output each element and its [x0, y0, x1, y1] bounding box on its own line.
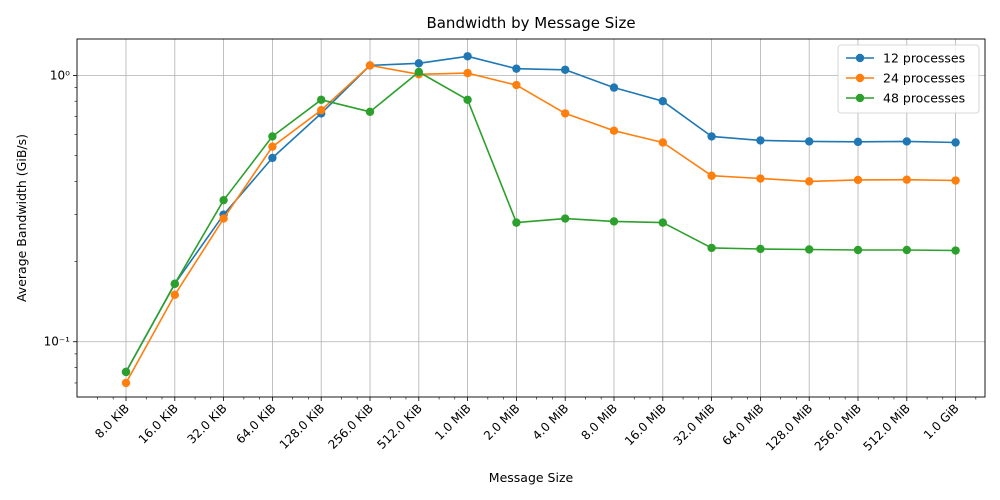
chart-title: Bandwidth by Message Size	[426, 14, 635, 32]
data-point-48-processes	[121, 367, 131, 377]
legend-label: 24 processes	[883, 71, 965, 86]
data-point-48-processes	[756, 244, 765, 254]
series-line-48-processes	[125, 71, 956, 373]
data-point-48-processes	[853, 245, 863, 255]
data-point-48-processes	[170, 279, 179, 288]
data-point-48-processes	[365, 107, 375, 117]
data-point-48-processes	[414, 67, 423, 77]
legend-box	[837, 44, 980, 114]
legend-label: 12 processes	[883, 51, 965, 66]
data-point-48-processes	[512, 218, 521, 227]
plot-frame	[76, 38, 986, 398]
data-point-48-processes	[951, 246, 960, 255]
data-point-48-processes	[805, 245, 814, 254]
data-point-24-processes	[902, 175, 911, 184]
data-point-24-processes	[365, 61, 375, 70]
data-point-24-processes	[121, 378, 131, 388]
data-point-24-processes	[561, 109, 570, 118]
data-point-24-processes	[951, 176, 960, 185]
series-line-12-processes	[125, 55, 956, 373]
data-point-12-processes	[658, 97, 667, 106]
y-tick-label: 10⁰	[50, 68, 70, 82]
data-point-12-processes	[853, 137, 863, 147]
data-point-24-processes	[219, 214, 228, 223]
legend: 12 processes 24 processes 48 processes	[837, 44, 980, 114]
data-point-24-processes	[853, 175, 863, 185]
data-point-24-processes	[463, 68, 472, 78]
data-point-12-processes	[707, 132, 716, 141]
legend-marker	[855, 93, 865, 103]
series-layer	[121, 52, 960, 388]
data-point-12-processes	[609, 83, 619, 92]
x-axis-label: Message Size	[489, 470, 574, 485]
y-axis: 10⁻¹ 10⁰	[44, 68, 77, 384]
data-point-12-processes	[414, 59, 423, 68]
legend-label: 48 processes	[883, 91, 965, 106]
y-tick-label: 10⁻¹	[44, 335, 71, 349]
data-point-24-processes	[609, 126, 619, 135]
data-point-48-processes	[609, 217, 619, 226]
data-point-48-processes	[561, 214, 570, 223]
legend-marker	[855, 53, 865, 63]
data-point-24-processes	[707, 171, 716, 180]
legend-marker	[855, 73, 865, 83]
data-point-12-processes	[463, 52, 472, 61]
data-point-24-processes	[512, 80, 521, 90]
data-point-24-processes	[170, 290, 179, 300]
data-point-12-processes	[756, 136, 765, 145]
data-point-12-processes	[512, 64, 521, 73]
data-point-24-processes	[268, 142, 277, 151]
data-point-12-processes	[268, 153, 277, 163]
data-point-12-processes	[951, 138, 960, 147]
data-point-24-processes	[658, 138, 667, 147]
data-point-48-processes	[268, 132, 277, 141]
data-point-12-processes	[902, 137, 911, 146]
data-point-12-processes	[561, 65, 570, 74]
data-point-48-processes	[317, 95, 326, 104]
data-point-48-processes	[658, 218, 667, 227]
data-point-48-processes	[219, 195, 228, 205]
data-point-24-processes	[317, 106, 326, 115]
data-point-24-processes	[756, 174, 765, 183]
data-point-48-processes	[463, 95, 472, 104]
data-point-12-processes	[805, 137, 814, 146]
series-line-24-processes	[125, 64, 956, 384]
data-point-24-processes	[805, 177, 814, 186]
data-point-48-processes	[902, 245, 911, 255]
y-axis-label: Average Bandwidth (GiB/s)	[14, 134, 29, 302]
data-point-48-processes	[707, 243, 716, 253]
